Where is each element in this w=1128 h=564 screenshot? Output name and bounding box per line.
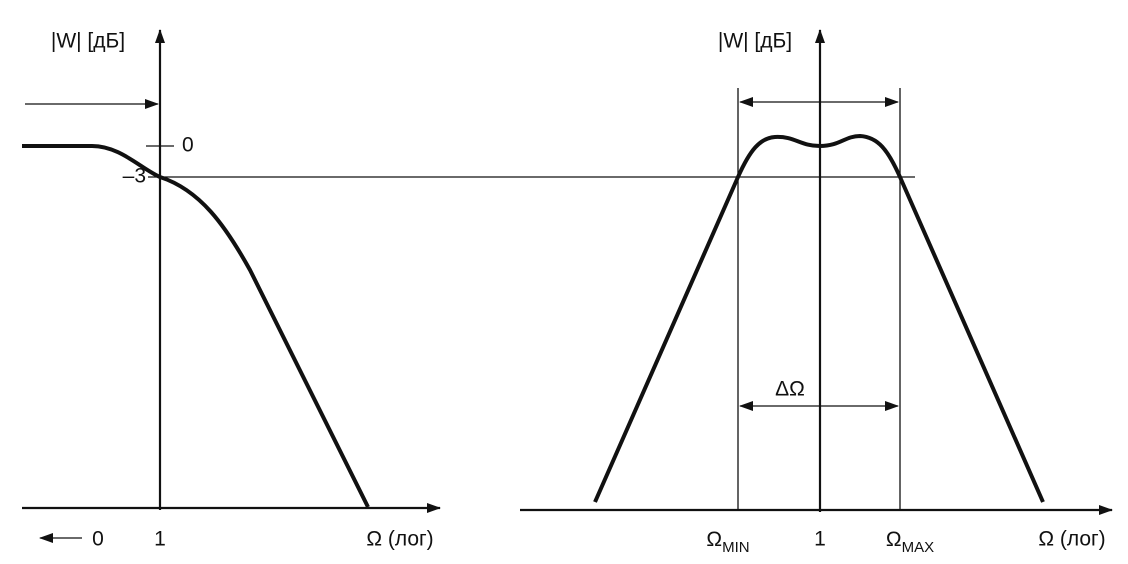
x-axis-label: Ω (лог)	[1038, 528, 1105, 551]
symbol: Ω	[706, 528, 722, 551]
subscript: MAX	[902, 539, 935, 556]
lowpass-plot: |W| [дБ] 0 –3 0 1 Ω (лог)	[22, 29, 915, 551]
y-axis-label: |W| [дБ]	[51, 30, 125, 53]
subscript: MIN	[722, 539, 750, 556]
x-label: 1	[814, 528, 826, 551]
y-label: 0	[182, 134, 194, 157]
symbol: Ω	[886, 528, 902, 551]
response-curve	[593, 134, 1045, 503]
x-label: ΩMIN	[706, 528, 749, 556]
bandwidth-label: ΔΩ	[775, 378, 805, 401]
y-axis-label: |W| [дБ]	[718, 30, 792, 53]
x-axis-label: Ω (лог)	[366, 528, 433, 551]
bandpass-plot: |W| [дБ] ΔΩ ΩMIN 1 ΩMAX Ω (лог)	[520, 29, 1113, 556]
x-label: ΩMAX	[886, 528, 934, 556]
x-label: 1	[154, 528, 166, 551]
response-curve	[22, 144, 370, 508]
x-label: 0	[92, 528, 104, 551]
y-label: –3	[123, 165, 146, 188]
